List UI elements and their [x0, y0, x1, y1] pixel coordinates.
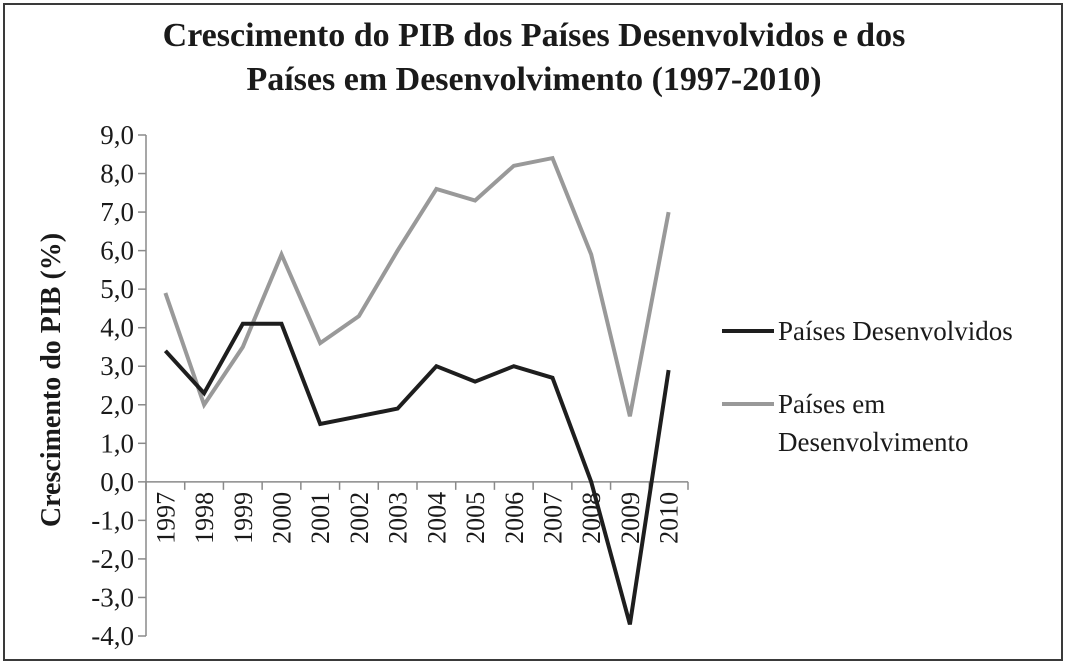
y-tick-label: 9,0	[100, 120, 134, 150]
x-tick-label: 2007	[539, 492, 568, 544]
y-tick-label: 3,0	[100, 351, 134, 381]
x-tick-label: 2005	[461, 492, 490, 544]
chart-title-line-1: Crescimento do PIB dos Países Desenvolvi…	[162, 17, 906, 54]
series-line	[163, 321, 671, 625]
y-tick-label: 5,0	[100, 274, 134, 304]
legend-label-developing: Países em Desenvolvimento	[778, 389, 969, 457]
x-tick-label: 2004	[422, 492, 451, 544]
legend-label-developed: Países Desenvolvidos	[778, 316, 1013, 346]
x-tick-label: 1998	[190, 492, 219, 544]
x-tick-label: 2000	[268, 492, 297, 544]
y-tick-label: 0,0	[100, 467, 134, 497]
x-tick-label: 2002	[345, 492, 374, 544]
x-tick-label: 2001	[306, 492, 335, 544]
x-tick-label: 2009	[616, 492, 645, 544]
x-tick-label: 2003	[384, 492, 413, 544]
x-tick-label: 1999	[229, 492, 258, 544]
chart-title-line-2: Países em Desenvolvimento (1997-2010)	[246, 61, 822, 98]
series-line	[163, 155, 671, 417]
x-tick-label: 1997	[151, 492, 180, 544]
y-tick-label: -1,0	[91, 505, 134, 535]
y-tick-label: 4,0	[100, 313, 134, 343]
y-axis-label: Crescimento do PIB (%)	[36, 232, 67, 528]
y-tick-label: -4,0	[91, 621, 134, 651]
y-tick-label: -2,0	[91, 544, 134, 574]
y-tick-label: 2,0	[100, 390, 134, 420]
x-tick-label: 2006	[500, 492, 529, 544]
legend-swatch-developed	[722, 329, 774, 333]
y-tick-label: -3,0	[91, 582, 134, 612]
x-tick-label: 2010	[655, 492, 684, 544]
y-tick-label: 7,0	[100, 197, 134, 227]
y-tick-label: 6,0	[100, 236, 134, 266]
legend-swatch-developing	[722, 402, 774, 406]
y-tick-label: 8,0	[100, 159, 134, 189]
y-tick-label: 1,0	[100, 428, 134, 458]
chart-title: Crescimento do PIB dos Países Desenvolvi…	[0, 14, 1068, 102]
